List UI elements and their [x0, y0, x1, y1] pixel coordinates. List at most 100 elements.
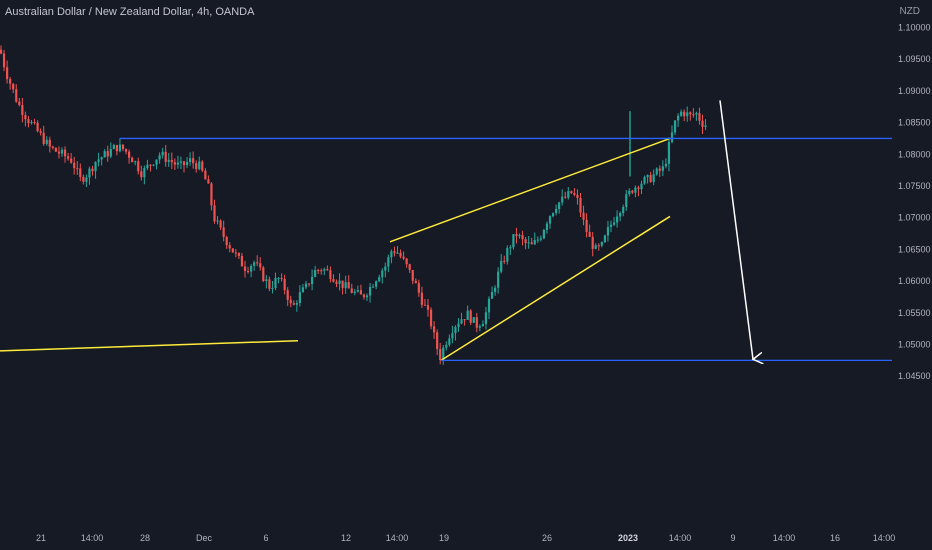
y-tick-label: 1.05000	[898, 340, 931, 350]
candle-body	[368, 287, 372, 296]
candle-body	[155, 159, 158, 165]
candle-body	[588, 231, 591, 237]
candle-body	[225, 237, 228, 246]
candle-body	[27, 119, 30, 124]
candle-body	[466, 310, 469, 320]
y-tick-label: 1.04500	[898, 371, 931, 381]
candle-body	[378, 277, 381, 282]
candle-body	[414, 280, 417, 284]
candle-body	[439, 349, 442, 360]
y-tick-label: 1.08500	[898, 118, 931, 128]
candle-body	[192, 158, 195, 164]
candle-body	[673, 120, 677, 133]
candle-body	[250, 265, 253, 272]
candle-body	[402, 256, 405, 259]
candle-body	[9, 79, 12, 84]
candle-body	[76, 168, 79, 170]
candles	[0, 45, 707, 365]
candle-body	[573, 193, 576, 195]
candle-body	[564, 196, 567, 198]
candle-body	[698, 113, 701, 121]
candle-body	[503, 260, 506, 262]
candle-body	[70, 158, 73, 163]
candle-body	[451, 333, 454, 339]
candle-body	[274, 277, 277, 288]
candle-body	[149, 164, 152, 166]
candle-body	[314, 269, 317, 277]
candle-body	[167, 159, 170, 162]
candle-body	[173, 162, 176, 165]
candle-body	[204, 170, 207, 180]
candle-body	[201, 161, 204, 171]
candle-body	[295, 303, 298, 305]
candle-body	[375, 281, 378, 287]
candle-body	[137, 161, 140, 172]
trendline[interactable]	[389, 137, 671, 243]
candle-body	[237, 253, 240, 256]
candle-body	[100, 157, 103, 160]
candle-body	[692, 114, 695, 116]
candle-body	[356, 290, 359, 292]
candle-body	[280, 277, 283, 279]
candle-body	[259, 263, 262, 268]
candle-body	[262, 267, 265, 282]
candle-body	[436, 332, 439, 350]
candle-body	[85, 177, 88, 182]
candle-body	[94, 161, 97, 172]
candle-body	[91, 168, 94, 172]
candle-body	[243, 266, 247, 272]
candle-body	[365, 295, 369, 298]
candle-body	[497, 271, 500, 288]
candle-body	[677, 115, 680, 121]
candle-body	[118, 144, 122, 152]
candle-body	[317, 269, 320, 271]
currency-label: NZD	[899, 6, 920, 17]
candle-body	[18, 101, 21, 106]
x-tick-label: 14:00	[669, 533, 692, 543]
candle-body	[646, 175, 649, 178]
candle-body	[542, 230, 545, 239]
x-tick-label: 28	[140, 533, 150, 543]
candle-body	[106, 151, 109, 157]
candle-body	[667, 141, 671, 164]
candle-body	[680, 111, 683, 116]
chart-title: Australian Dollar / New Zealand Dollar, …	[5, 6, 255, 18]
candle-body	[548, 216, 552, 224]
candle-body	[67, 156, 70, 159]
candle-body	[332, 278, 335, 282]
candle-body	[0, 49, 3, 54]
candle-body	[570, 191, 573, 194]
candle-body	[399, 252, 402, 257]
trendline[interactable]	[440, 215, 671, 361]
candle-body	[109, 149, 112, 157]
down-arrow-drawing[interactable]	[719, 100, 753, 359]
candle-body	[347, 282, 350, 289]
candle-body	[533, 240, 536, 245]
candle-body	[457, 323, 460, 328]
candle-body	[469, 310, 472, 323]
candle-body	[210, 183, 213, 206]
y-tick-label: 1.09500	[898, 54, 931, 64]
candle-body	[670, 132, 674, 142]
candle-body	[606, 227, 610, 236]
candle-body	[341, 280, 344, 289]
candle-body	[228, 245, 231, 249]
candle-body	[176, 162, 179, 165]
trendline[interactable]	[0, 339, 299, 352]
candle-body	[686, 112, 689, 117]
candle-body	[246, 271, 250, 273]
candle-body	[612, 222, 616, 225]
candle-body	[393, 251, 396, 254]
candle-body	[320, 270, 323, 272]
candle-body	[103, 151, 106, 158]
candle-body	[634, 187, 637, 193]
candle-body	[222, 227, 225, 238]
x-tick-label: 21	[36, 533, 46, 543]
candle-body	[655, 168, 658, 175]
candle-body	[2, 53, 6, 68]
candle-body	[472, 317, 475, 323]
candle-body	[518, 235, 521, 237]
candle-body	[63, 149, 67, 157]
